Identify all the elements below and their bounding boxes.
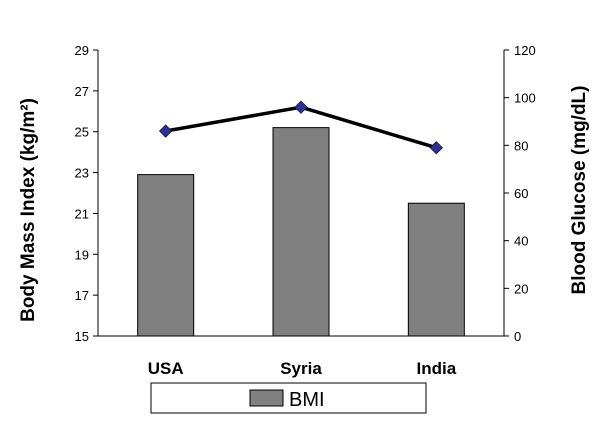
right-tick-label: 120 [514,43,536,58]
left-tick-label: 23 [75,166,89,181]
glucose-line-series [158,100,444,155]
category-label: India [416,359,456,378]
right-tick-label: 0 [514,329,521,344]
bar-syria [272,127,330,337]
left-tick-label: 15 [75,329,89,344]
legend-label-bmi: BMI [289,389,325,411]
left-tick-label: 19 [75,247,89,262]
bars [137,127,465,337]
right-axis: 0 20 40 60 80 100 120 [503,43,536,344]
right-tick-label: 20 [514,281,528,296]
left-tick-label: 21 [75,206,89,221]
bar-usa [137,174,195,337]
legend-swatch-bmi [249,389,284,407]
category-label: USA [148,359,184,378]
glucose-marker-usa [158,124,173,138]
glucose-marker-india [429,141,444,155]
category-label: Syria [280,359,322,378]
left-tick-label: 27 [75,84,89,99]
right-tick-label: 80 [514,138,528,153]
left-tick-label: 29 [75,43,89,58]
left-axis-title: Body Mass Index (kg/m²) [18,98,39,322]
category-labels: USA Syria India [148,359,457,378]
bar-india [407,202,465,337]
right-tick-label: 100 [514,91,536,106]
right-tick-label: 60 [514,186,528,201]
glucose-marker-syria [294,100,308,114]
left-tick-label: 25 [75,125,89,140]
right-tick-label: 40 [514,234,528,249]
left-tick-label: 17 [75,288,89,303]
right-axis-title: Blood Glucose (mg/dL) [569,86,590,295]
legend: BMI [150,382,427,414]
legend-box [150,382,427,414]
